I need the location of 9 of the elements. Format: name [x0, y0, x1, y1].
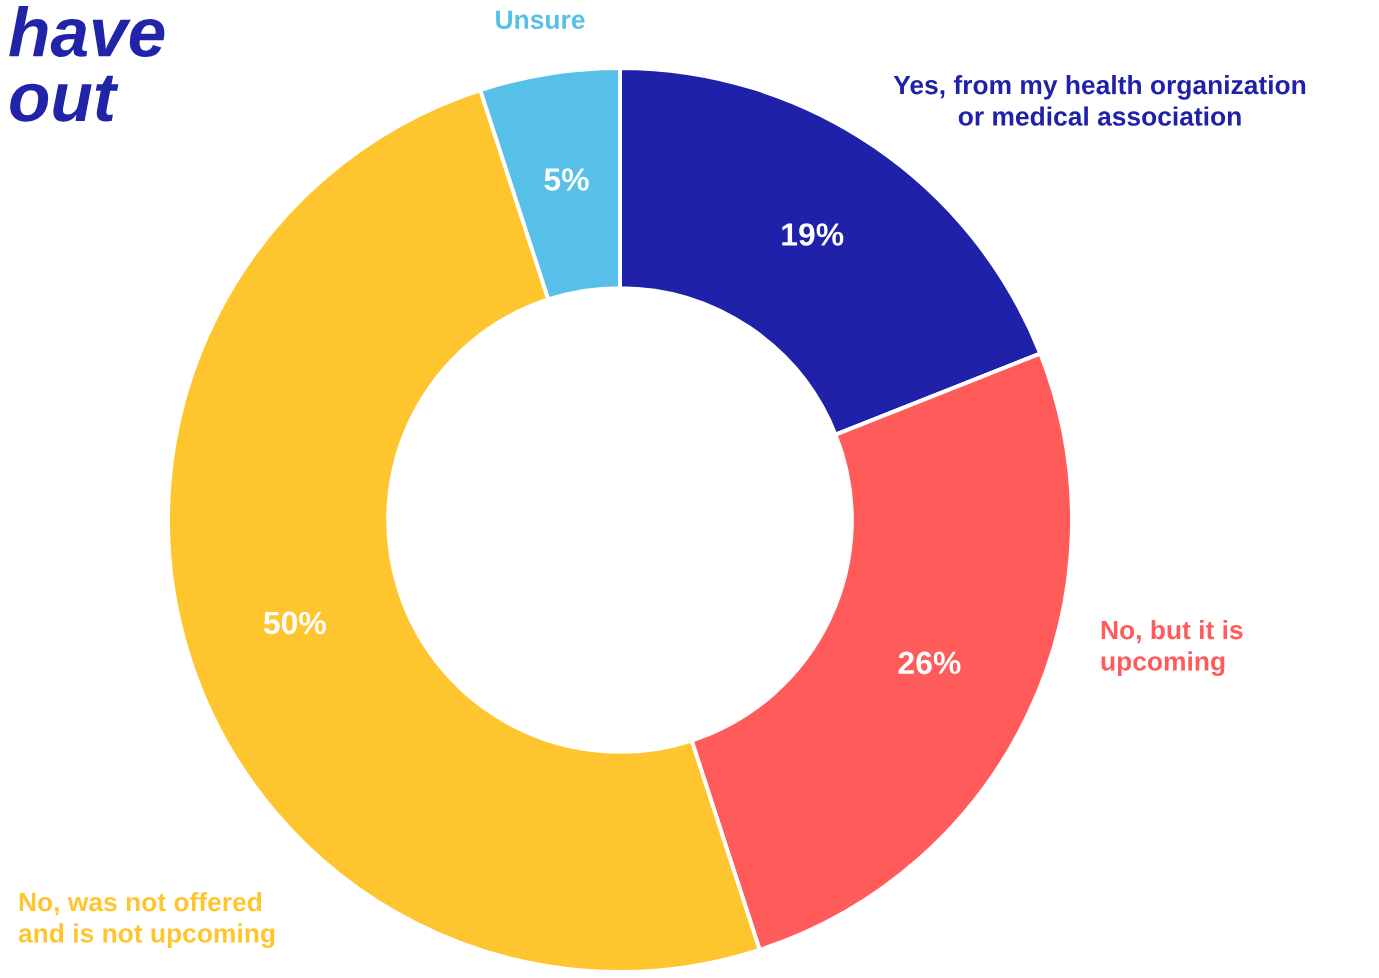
data-label: 50% — [263, 611, 326, 635]
data-label: 26% — [898, 651, 961, 675]
slice-label: No, but it is upcoming — [1101, 620, 1243, 676]
data-label: 5% — [544, 168, 589, 191]
data-label: 19% — [782, 223, 844, 246]
slice-label: No, was not offered and is not upcoming — [18, 892, 275, 948]
slice-label: Unsure — [496, 10, 585, 30]
chart-title: have out — [9, 6, 165, 122]
slice-label: Yes, from my health organization or medical association — [893, 75, 1306, 126]
